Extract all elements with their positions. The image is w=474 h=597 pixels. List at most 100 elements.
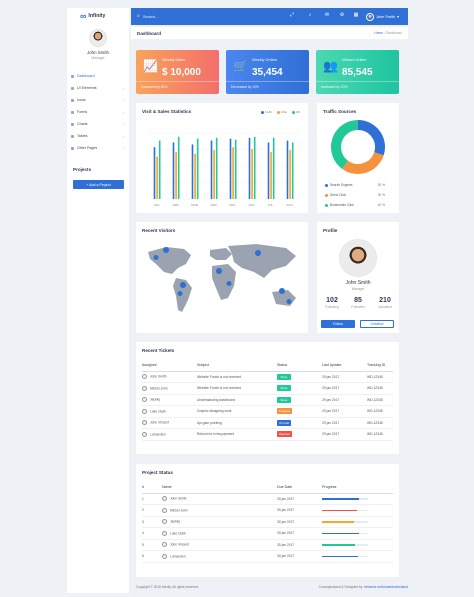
tracking-id-cell: WD-12345 [367,417,393,429]
table-row[interactable]: Michel John Website Funds is not received… [142,382,393,395]
table-row[interactable]: 5 John Vincent 30 jan 2017 [142,539,393,551]
sidebar-item-forms[interactable]: Forms › [67,106,129,118]
recent-visitors-card: Recent Visitors [136,222,308,333]
assignee-cell: Luke Clark [142,405,197,418]
stat-value: $ 10,000 [162,67,201,78]
bar-usa[interactable] [194,153,196,199]
sidebar-item-other-pages[interactable]: Other Pages › [67,142,129,154]
credit-link[interactable]: behance.net/createdsortedland [364,585,408,589]
grid-icon[interactable]: ▦ [353,12,359,18]
bar-usa[interactable] [213,149,215,199]
bar-chn[interactable] [267,142,270,199]
name-cell: Michel John [162,504,277,517]
chevron-down-icon: ▾ [397,15,399,19]
bar-chn[interactable] [153,147,156,199]
bar-uk[interactable] [196,138,199,199]
sidebar-item-charts[interactable]: Charts › [67,118,129,130]
search-icon[interactable]: ⌕ [137,13,140,19]
profile-avatar[interactable] [339,239,377,277]
bar-usa[interactable] [289,149,291,199]
stat-number: 102 [326,297,338,304]
envelope-icon[interactable]: ✉ [324,12,330,18]
bar-usa[interactable] [175,151,177,199]
column-header: Assignee [142,360,197,372]
sidebar-item-label: Charts [77,122,88,126]
logo[interactable]: ∞ Infinity [80,12,105,21]
tables-icon [71,134,74,138]
donut-slice[interactable] [342,151,384,174]
bar-uk[interactable] [272,137,275,199]
sidebar-item-label: Icons [77,98,86,102]
donut-slice[interactable] [331,120,359,169]
legend-label: Search Engines [330,183,353,187]
progress-cell [322,516,393,528]
bar-usa[interactable] [270,151,272,199]
bar-usa[interactable] [232,147,234,199]
avatar [142,385,147,391]
legend-item[interactable]: USA [276,110,287,114]
sidebar-avatar[interactable] [89,29,107,47]
avatar [142,420,147,426]
table-row[interactable]: Jackky Understanding dashboard Done 29 jan … [142,394,393,406]
bar-chn[interactable] [286,140,289,199]
avatar [142,408,147,414]
column-header: Tracking ID [367,360,393,372]
topbar-user[interactable]: John Smith ▾ [366,11,399,22]
bar-chn[interactable] [191,144,194,199]
assignee-cell: Lumanden [142,428,197,441]
sidebar-item-tables[interactable]: Tables › [67,130,129,142]
status-badge: Done [277,373,291,380]
sidebar-item-label: Other Pages [77,146,98,150]
legend-item[interactable]: CHN [261,110,272,114]
legend-item[interactable]: UK [291,110,300,114]
footer-credit: Conceptualized & Designed by: behance.ne… [319,585,408,589]
cart-icon: 🛒 [233,59,248,73]
sidebar-item-ui-elements[interactable]: UI Elements › [67,82,129,94]
expand-icon[interactable]: ⤢ [289,12,294,18]
avatar [366,12,374,21]
bar-chn[interactable] [172,142,175,199]
bell-icon[interactable]: ♪ [308,12,312,18]
table-row[interactable]: 3 Jackky 30 jan 2017 [142,516,393,528]
table-row[interactable]: John Smith Website Funds is not received D… [142,371,393,383]
subject-cell: Website Funds is not received [197,382,277,395]
unfollow-button[interactable]: Unfollow [360,320,394,328]
bar-uk[interactable] [253,136,256,199]
donut-slice[interactable] [357,120,385,156]
bar-chn[interactable] [210,140,213,199]
search-input[interactable] [143,13,233,20]
table-row[interactable]: 6 Lumanden 30 jan 2017 [142,550,393,563]
bar-uk[interactable] [291,142,294,199]
table-row[interactable]: 1 John Smith 30 jan 2017 [142,493,393,505]
table-row[interactable]: John Vincent Api gaur pointing On hold 29 j… [142,417,393,429]
progress-cell [322,539,393,551]
project-member-name: John Vincent [170,542,190,547]
breadcrumb-home[interactable]: Home [374,31,384,35]
follow-button[interactable]: Follow [321,320,355,328]
map-pin-icon [226,281,232,291]
bar-uk[interactable] [215,137,218,199]
project-member-name: Luke Clark [170,531,186,536]
bar-uk[interactable] [234,139,237,199]
row-number-cell: 1 [142,493,162,505]
topbar-user-name: John Smith [376,14,395,19]
gear-icon[interactable]: ⚙ [339,12,345,18]
bar-uk[interactable] [158,140,161,199]
table-row[interactable]: Lumanden Refund for extra payment Rejected… [142,428,393,441]
table-row[interactable]: 2 Michel John 30 jan 2017 [142,504,393,517]
profile-stat-followers: 85 Followers [343,297,373,309]
chevron-right-icon: › [122,145,124,151]
map-pin-icon [163,247,170,259]
add-project-button[interactable]: + Add a Project [73,180,124,189]
assignee-cell: John Vincent [142,417,197,429]
page-title: Dashboard [137,30,161,36]
table-row[interactable]: Luke Clark Graphic designing work Progress… [142,405,393,418]
sidebar-item-icons[interactable]: Icons › [67,94,129,106]
bar-usa[interactable] [251,149,253,199]
sidebar-item-dashboard[interactable]: Dashboard [67,70,129,82]
table-row[interactable]: 4 Luke Clark 30 jan 2017 [142,527,393,540]
bar-chn[interactable] [248,137,251,199]
bar-chn[interactable] [229,138,232,199]
bar-uk[interactable] [177,136,180,199]
bar-usa[interactable] [156,156,158,199]
